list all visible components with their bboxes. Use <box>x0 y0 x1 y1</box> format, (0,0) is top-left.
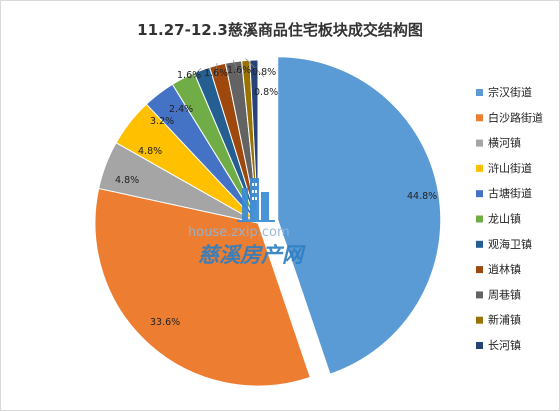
legend-swatch <box>476 114 483 122</box>
legend-label: 周巷镇 <box>488 287 521 301</box>
slice-label: 0.8% <box>254 87 278 98</box>
pie-slices <box>94 56 442 387</box>
slice-label: 1.6% <box>177 70 201 81</box>
slice-label: 0.8% <box>252 67 276 78</box>
legend-label: 白沙路街道 <box>488 110 543 124</box>
legend-label: 观海卫镇 <box>488 237 532 251</box>
legend-swatch <box>476 266 483 274</box>
slice-label: 44.8% <box>407 191 437 202</box>
legend-label: 逍林镇 <box>488 262 521 276</box>
slice-labels: 44.8%33.6%4.8%4.8%3.2%2.4%1.6% 1.6%1.6% 0.… <box>115 65 437 328</box>
leader-line <box>215 63 218 79</box>
legend-swatch <box>476 316 483 324</box>
slice-label: 4.8% <box>115 175 139 186</box>
legend-swatch <box>476 190 483 198</box>
slice-label: 4.8% <box>138 146 162 157</box>
leader-line <box>188 67 202 81</box>
slice-label: 33.6% <box>150 317 180 328</box>
legend-swatch <box>476 164 483 172</box>
chart-title: 11.27-12.3慈溪商品住宅板块成交结构图 <box>137 21 423 39</box>
slice-label: 3.2% <box>150 116 174 127</box>
slice-label: 1.6% <box>227 65 251 76</box>
slice-label: 2.4% <box>169 104 193 115</box>
legend-label: 长河镇 <box>488 338 521 352</box>
pie-slice <box>277 56 442 375</box>
legend-swatch <box>476 215 483 223</box>
watermark-url: house.zxip.com <box>188 225 290 240</box>
legend-label: 古塘街道 <box>488 186 532 200</box>
legend-label: 宗汉街道 <box>488 85 532 99</box>
leader-line <box>232 59 240 76</box>
pie-slice <box>94 187 311 387</box>
legend-swatch <box>476 342 483 349</box>
watermark-brand: 慈溪房产网 <box>198 243 306 267</box>
leader-line <box>245 58 265 78</box>
building-icon <box>237 178 275 222</box>
legend-label: 浒山街道 <box>488 161 532 175</box>
legend-label: 龙山镇 <box>488 212 521 226</box>
legend-label: 横河镇 <box>488 136 521 150</box>
legend-swatch <box>476 291 483 299</box>
watermark: house.zxip.com 慈溪房产网 <box>188 178 306 267</box>
leader-lines <box>188 58 265 81</box>
legend-swatch <box>476 139 483 147</box>
legend-swatch <box>476 240 483 248</box>
slice-label: 1.6% <box>204 68 228 79</box>
legend-swatch <box>476 89 483 96</box>
legend-label: 新浦镇 <box>488 313 521 327</box>
